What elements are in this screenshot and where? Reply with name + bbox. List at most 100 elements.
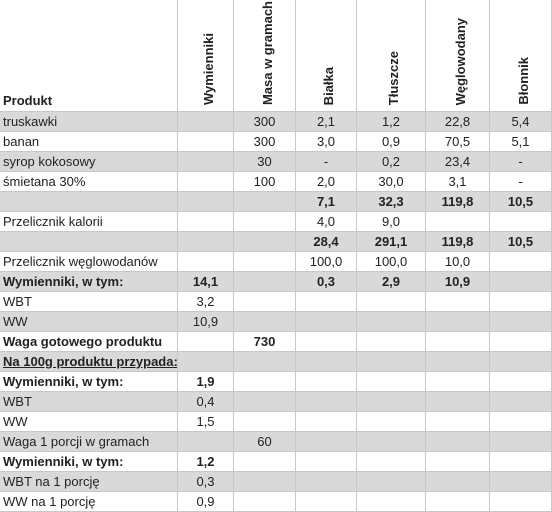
table-cell: [178, 432, 234, 452]
table-cell: [234, 452, 296, 472]
table-cell: [178, 172, 234, 192]
header-cell: Masa w gramach: [234, 0, 296, 112]
table-cell: WBT: [0, 292, 178, 312]
table-cell: 0,2: [357, 152, 426, 172]
table-cell: [234, 392, 296, 412]
table-cell: [490, 272, 552, 292]
table-cell: [296, 432, 357, 452]
table-cell: WW na 1 porcję: [0, 492, 178, 512]
table-cell: [490, 332, 552, 352]
table-cell: 100,0: [296, 252, 357, 272]
table-cell: 3,1: [426, 172, 490, 192]
header-text: Białka: [321, 66, 337, 105]
table-cell: Wymienniki, w tym:: [0, 452, 178, 472]
table-cell: [426, 392, 490, 412]
table-cell: 1,2: [357, 112, 426, 132]
table-cell: [490, 432, 552, 452]
table-cell: 30: [234, 152, 296, 172]
table-cell: truskawki: [0, 112, 178, 132]
table-cell: 2,1: [296, 112, 357, 132]
header-text: Produkt: [3, 93, 53, 108]
table-cell: [426, 212, 490, 232]
table-cell: 3,2: [178, 292, 234, 312]
table-cell: 10,5: [490, 232, 552, 252]
table-cell: [0, 192, 178, 212]
table-cell: [234, 352, 296, 372]
table-cell: [178, 212, 234, 232]
table-cell: Przelicznik kalorii: [0, 212, 178, 232]
table-cell: [296, 292, 357, 312]
table-cell: 0,3: [296, 272, 357, 292]
table-cell: [357, 412, 426, 432]
table-cell: -: [296, 152, 357, 172]
header-cell: Wymienniki: [178, 0, 234, 112]
table-cell: [357, 432, 426, 452]
table-cell: [234, 412, 296, 432]
table-cell: [490, 472, 552, 492]
table-cell: 730: [234, 332, 296, 352]
header-text: Tłuszcze: [386, 50, 402, 105]
table-cell: [357, 472, 426, 492]
table-cell: [296, 372, 357, 392]
table-cell: [178, 332, 234, 352]
table-cell: [234, 472, 296, 492]
table-cell: [426, 312, 490, 332]
table-cell: 300: [234, 132, 296, 152]
table-cell: 119,8: [426, 192, 490, 212]
table-cell: [490, 212, 552, 232]
table-cell: [490, 452, 552, 472]
table-cell: 5,4: [490, 112, 552, 132]
table-cell: WBT: [0, 392, 178, 412]
table-cell: 7,1: [296, 192, 357, 212]
table-cell: [426, 492, 490, 512]
table-cell: 60: [234, 432, 296, 452]
table-cell: [490, 352, 552, 372]
table-cell: [357, 292, 426, 312]
table-cell: [490, 412, 552, 432]
table-cell: [296, 332, 357, 352]
table-cell: [234, 272, 296, 292]
table-cell: [426, 292, 490, 312]
table-cell: [357, 492, 426, 512]
table-cell: [296, 392, 357, 412]
header-cell: Błonnik: [490, 0, 552, 112]
table-cell: [296, 492, 357, 512]
table-cell: [357, 392, 426, 412]
table-cell: [178, 252, 234, 272]
table-cell: 2,0: [296, 172, 357, 192]
table-cell: 10,9: [178, 312, 234, 332]
table-cell: [296, 472, 357, 492]
table-cell: [490, 372, 552, 392]
table-cell: 32,3: [357, 192, 426, 212]
table-cell: [357, 332, 426, 352]
header-cell: Węglowodany: [426, 0, 490, 112]
table-cell: [426, 452, 490, 472]
table-cell: WBT na 1 porcję: [0, 472, 178, 492]
table-cell: 0,9: [178, 492, 234, 512]
header-cell: Tłuszcze: [357, 0, 426, 112]
table-cell: Waga 1 porcji w gramach: [0, 432, 178, 452]
table-cell: -: [490, 172, 552, 192]
table-cell: 300: [234, 112, 296, 132]
table-cell: 23,4: [426, 152, 490, 172]
table-cell: [357, 372, 426, 392]
table-cell: [490, 392, 552, 412]
table-cell: [357, 452, 426, 472]
table-cell: [426, 352, 490, 372]
header-text: Węglowodany: [452, 17, 468, 105]
table-cell: Na 100g produktu przypada:: [0, 352, 178, 372]
table-cell: 2,9: [357, 272, 426, 292]
table-cell: WW: [0, 312, 178, 332]
table-cell: [296, 452, 357, 472]
table-cell: 22,8: [426, 112, 490, 132]
table-cell: [0, 232, 178, 252]
table-cell: 291,1: [357, 232, 426, 252]
table-cell: 1,2: [178, 452, 234, 472]
table-cell: syrop kokosowy: [0, 152, 178, 172]
table-cell: 4,0: [296, 212, 357, 232]
table-cell: [357, 352, 426, 372]
table-cell: 100: [234, 172, 296, 192]
table-cell: 0,3: [178, 472, 234, 492]
table-cell: [296, 412, 357, 432]
